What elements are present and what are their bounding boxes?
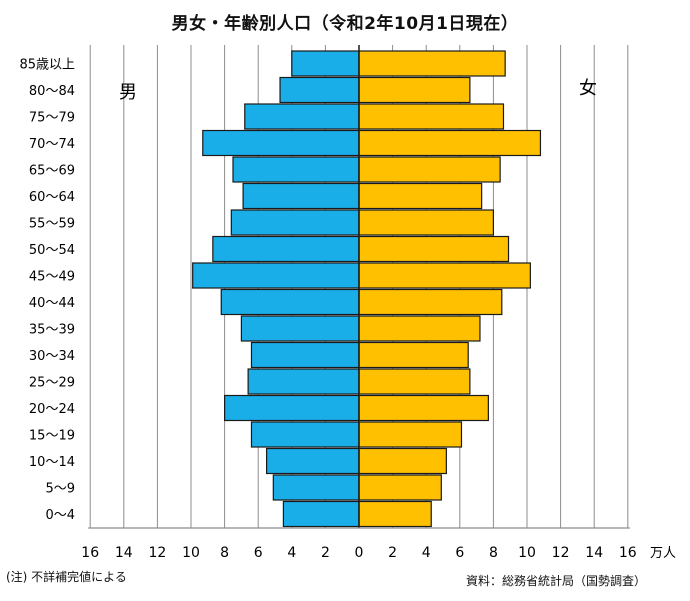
labels: 16 14 12 10 8 6 4 2 0 2 4 6 8 10 12 14 16 85歳以上 80～84 75～79… [19, 58, 636, 562]
x-tick-label: 12 [552, 545, 570, 561]
x-tick-label: 6 [254, 545, 263, 561]
category-label: 10～14 [29, 455, 75, 470]
x-tick-label: 14 [115, 545, 133, 561]
category-label: 15～19 [29, 429, 75, 444]
category-label: 55～59 [29, 217, 75, 232]
x-tick-label: 4 [287, 545, 296, 561]
bar-female [358, 235, 510, 263]
bar-male [272, 474, 360, 501]
category-label: 45～49 [29, 270, 75, 285]
category-label: 25～29 [29, 376, 75, 391]
bar-male [266, 447, 360, 475]
bar-male [240, 315, 360, 342]
unit-label: 万人 [650, 546, 676, 561]
x-tick-label: 8 [220, 545, 229, 561]
bar-male [202, 129, 360, 157]
chart-title: 男女・年齢別人口（令和2年10月1日現在） [171, 14, 519, 34]
source-note: 資料：総務省統計局（国勢調査） [465, 574, 646, 588]
bar-female [358, 50, 506, 77]
bar-female [358, 368, 471, 395]
bar-female [358, 76, 471, 104]
bar-female [358, 447, 447, 475]
category-label: 5～9 [45, 482, 75, 497]
category-label: 75～79 [29, 111, 75, 126]
series-label-male: 男 [119, 82, 137, 103]
bar-male [242, 182, 360, 210]
bar-male [250, 341, 360, 369]
bar-female [358, 341, 469, 369]
bar-male [250, 421, 360, 448]
bars [192, 50, 542, 528]
bar-male [230, 209, 360, 236]
bar-male [291, 50, 360, 77]
category-label: 85歳以上 [19, 58, 75, 73]
bar-male [192, 262, 360, 289]
bar-female [358, 129, 542, 157]
category-label: 40～44 [29, 296, 75, 311]
category-label: 20～24 [29, 402, 75, 417]
bar-female [358, 421, 463, 448]
series-label-female: 女 [579, 78, 597, 99]
x-tick-label: 2 [388, 545, 397, 561]
category-label: 0～4 [45, 508, 75, 523]
bar-female [358, 474, 442, 501]
category-label: 50～54 [29, 243, 75, 258]
category-label: 65～69 [29, 164, 75, 179]
x-tick-label: 10 [182, 545, 200, 561]
bar-male [247, 368, 360, 395]
footnote: (注) 不詳補完値による [6, 570, 127, 584]
bar-male [212, 235, 360, 263]
bar-male [244, 103, 360, 130]
x-tick-label: 6 [455, 545, 464, 561]
x-tick-label: 16 [619, 545, 637, 561]
bar-female [358, 394, 489, 422]
bar-female [358, 103, 505, 130]
bar-male [232, 156, 360, 183]
bar-female [358, 209, 494, 236]
bar-female [358, 182, 483, 210]
x-tick-label: 10 [518, 545, 536, 561]
x-tick-label: 16 [81, 545, 99, 561]
bar-male [224, 394, 360, 422]
category-label: 70～74 [29, 137, 75, 152]
x-tick-label: 4 [422, 545, 431, 561]
bar-female [358, 156, 501, 183]
bar-male [220, 288, 360, 316]
x-tick-label: 8 [489, 545, 498, 561]
bar-male [282, 500, 360, 528]
x-tick-label: 14 [585, 545, 603, 561]
bar-female [358, 262, 531, 289]
category-label: 60～64 [29, 190, 75, 205]
x-tick-label: 12 [148, 545, 166, 561]
bar-female [358, 500, 432, 528]
axis [88, 45, 630, 529]
bar-female [358, 315, 481, 342]
category-label: 30～34 [29, 349, 75, 364]
category-label: 35～39 [29, 323, 75, 338]
category-label: 80～84 [29, 84, 75, 99]
bar-male [279, 76, 360, 104]
x-tick-label: 0 [355, 545, 364, 561]
bar-female [358, 288, 503, 316]
x-tick-label: 2 [321, 545, 330, 561]
